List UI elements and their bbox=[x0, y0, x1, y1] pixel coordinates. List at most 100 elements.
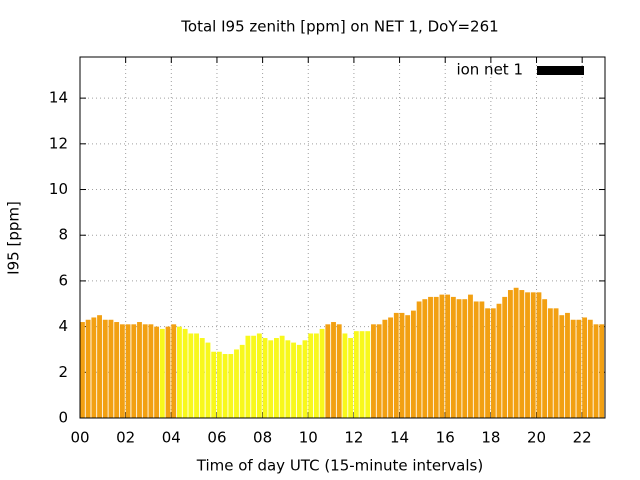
x-tick-label: 02 bbox=[116, 429, 135, 447]
bar bbox=[507, 290, 513, 418]
bar bbox=[319, 328, 325, 418]
bar bbox=[353, 331, 359, 418]
y-tick-label: 2 bbox=[58, 363, 68, 381]
bar bbox=[222, 354, 228, 418]
bar bbox=[91, 317, 97, 418]
bar bbox=[302, 340, 308, 418]
bar bbox=[182, 328, 188, 418]
bar bbox=[599, 324, 605, 418]
x-tick-label: 20 bbox=[527, 429, 546, 447]
bar bbox=[199, 338, 205, 418]
x-tick-label: 10 bbox=[299, 429, 318, 447]
bar bbox=[422, 299, 428, 418]
bar bbox=[542, 299, 548, 418]
bar bbox=[108, 319, 114, 418]
bar bbox=[159, 328, 165, 418]
bar bbox=[416, 301, 422, 418]
bar bbox=[205, 342, 211, 418]
bar bbox=[565, 312, 570, 418]
y-tick-label: 0 bbox=[58, 409, 68, 427]
bar bbox=[291, 342, 296, 418]
bar bbox=[256, 333, 262, 418]
bar bbox=[553, 308, 559, 418]
bar bbox=[336, 324, 342, 418]
bar bbox=[376, 324, 382, 418]
bar bbox=[456, 299, 462, 418]
bar bbox=[582, 317, 588, 418]
bar bbox=[102, 319, 108, 418]
y-tick-label: 14 bbox=[49, 89, 68, 107]
bar bbox=[165, 326, 171, 418]
bar bbox=[262, 338, 268, 418]
bar bbox=[587, 319, 593, 418]
bar bbox=[462, 299, 468, 418]
bar bbox=[194, 333, 199, 418]
bar bbox=[234, 349, 239, 418]
bar bbox=[216, 351, 222, 418]
bar bbox=[131, 324, 137, 418]
bar bbox=[274, 338, 279, 418]
bar bbox=[296, 344, 302, 418]
bar bbox=[245, 335, 251, 418]
bar bbox=[114, 322, 120, 418]
bar bbox=[559, 315, 565, 418]
x-tick-label: 04 bbox=[162, 429, 181, 447]
y-tick-label: 12 bbox=[49, 134, 68, 152]
bar bbox=[342, 333, 348, 418]
bar bbox=[485, 308, 491, 418]
bar bbox=[80, 322, 85, 418]
x-tick-label: 12 bbox=[344, 429, 363, 447]
bar bbox=[536, 292, 542, 418]
bar bbox=[119, 324, 125, 418]
bar bbox=[382, 319, 388, 418]
bar bbox=[211, 351, 217, 418]
bar bbox=[547, 308, 553, 418]
x-tick-label: 18 bbox=[481, 429, 500, 447]
bar bbox=[519, 290, 525, 418]
bar bbox=[371, 324, 376, 418]
bar bbox=[251, 335, 257, 418]
bar bbox=[142, 324, 148, 418]
bar bbox=[154, 326, 160, 418]
y-tick-label: 8 bbox=[58, 226, 68, 244]
y-tick-label: 4 bbox=[58, 317, 68, 335]
plot-border bbox=[79, 56, 606, 419]
bar bbox=[450, 296, 456, 418]
bar bbox=[308, 333, 314, 418]
x-tick-label: 08 bbox=[253, 429, 272, 447]
bar bbox=[439, 294, 445, 418]
bar bbox=[125, 324, 131, 418]
bar bbox=[468, 294, 473, 418]
x-axis-label: Time of day UTC (15-minute intervals) bbox=[196, 457, 483, 475]
bar bbox=[188, 333, 194, 418]
x-tick-label: 22 bbox=[573, 429, 592, 447]
legend-label: ion net 1 bbox=[456, 61, 523, 79]
x-tick-label: 06 bbox=[207, 429, 226, 447]
bar bbox=[325, 324, 331, 418]
bar bbox=[576, 319, 582, 418]
bar bbox=[593, 324, 599, 418]
y-axis-label: I95 [ppm] bbox=[5, 201, 23, 275]
bar bbox=[410, 310, 416, 418]
bar bbox=[171, 324, 177, 418]
bar bbox=[445, 294, 451, 418]
bar bbox=[359, 331, 365, 418]
y-tick-label: 10 bbox=[49, 180, 68, 198]
bar bbox=[502, 296, 508, 418]
bar bbox=[388, 317, 394, 418]
bar bbox=[513, 287, 519, 418]
bar bbox=[331, 322, 336, 418]
bar bbox=[399, 312, 405, 418]
bar bbox=[97, 315, 102, 418]
bar bbox=[479, 301, 485, 418]
bar bbox=[313, 333, 319, 418]
bar bbox=[393, 312, 399, 418]
x-tick-label: 16 bbox=[436, 429, 455, 447]
bar bbox=[570, 319, 576, 418]
bar bbox=[405, 315, 411, 418]
bar bbox=[228, 354, 234, 418]
legend-swatch bbox=[537, 66, 584, 75]
x-tick-label: 00 bbox=[70, 429, 89, 447]
bar bbox=[148, 324, 154, 418]
